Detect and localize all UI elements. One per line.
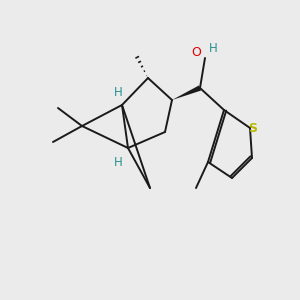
Text: H: H [114, 85, 122, 98]
Text: O: O [191, 46, 201, 59]
Text: H: H [114, 155, 122, 169]
Text: S: S [248, 122, 257, 134]
Polygon shape [172, 85, 201, 100]
Text: H: H [208, 41, 217, 55]
